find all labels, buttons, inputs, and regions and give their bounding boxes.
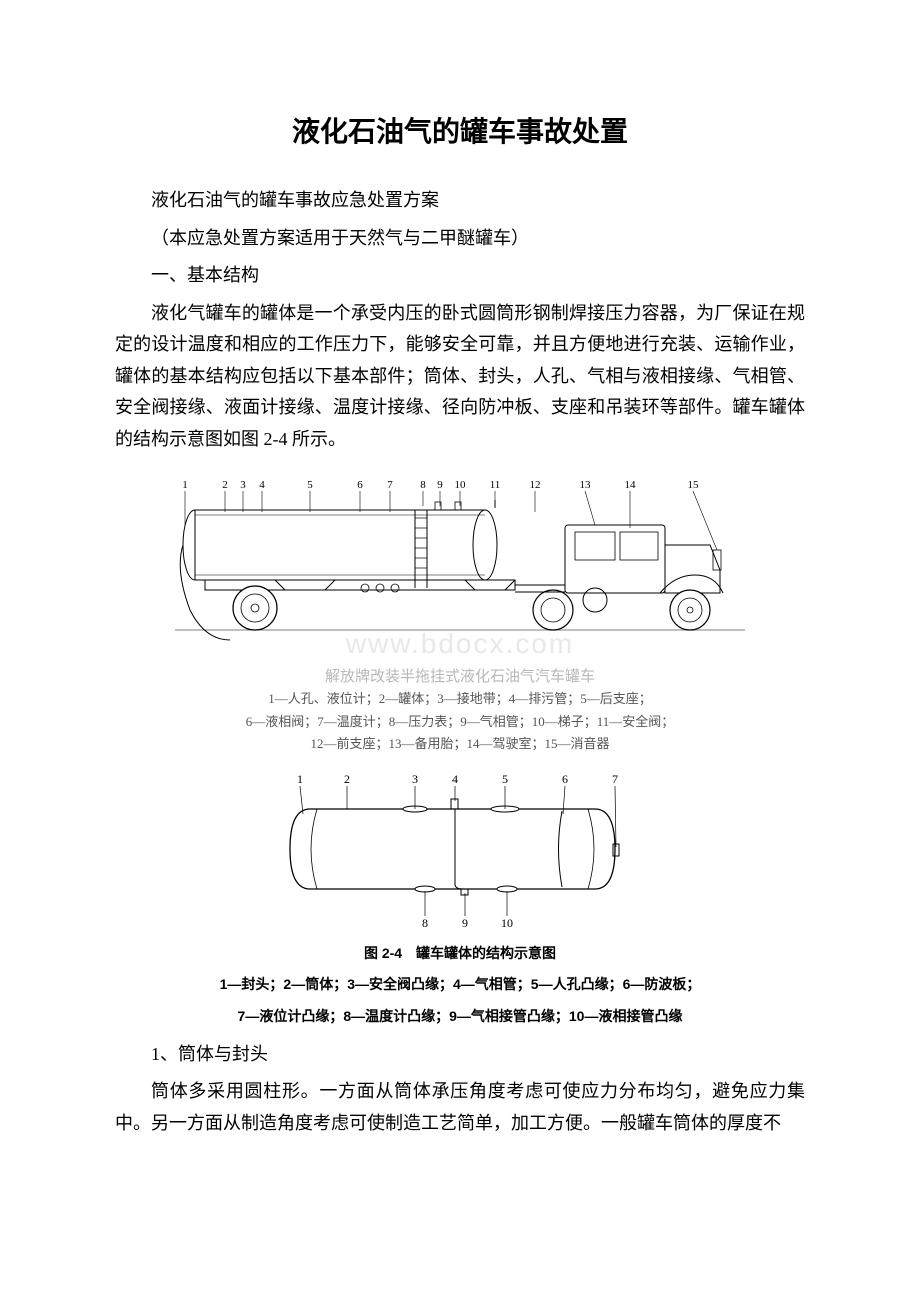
svg-text:3: 3 bbox=[412, 772, 418, 786]
svg-text:12: 12 bbox=[530, 479, 541, 491]
svg-text:5: 5 bbox=[307, 479, 313, 491]
svg-text:5: 5 bbox=[502, 772, 508, 786]
document-title: 液化石油气的罐车事故处置 bbox=[115, 110, 805, 150]
svg-text:4: 4 bbox=[259, 479, 265, 491]
section-heading-2: 1、筒体与封头 bbox=[115, 1039, 805, 1071]
paragraph-2: （本应急处置方案适用于天然气与二甲醚罐车） bbox=[115, 223, 805, 255]
svg-text:4: 4 bbox=[452, 772, 458, 786]
svg-text:6: 6 bbox=[357, 479, 363, 491]
paragraph-6: 筒体多采用圆柱形。一方面从筒体承压角度考虑可使应力分布均匀，避免应力集中。另一方… bbox=[115, 1076, 805, 1139]
figure-2-caption-line2: 7—液位计凸缘；8—温度计凸缘；9—气相接管凸缘；10—液相接管凸缘 bbox=[238, 1005, 683, 1029]
svg-text:14: 14 bbox=[625, 479, 637, 491]
figure-1-caption-line1: 1—人孔、液位计；2—罐体；3—接地带；4—排污管；5—后支座； bbox=[268, 689, 652, 709]
svg-text:6: 6 bbox=[562, 772, 568, 786]
figure-1-truck-diagram: 123456789101112131415 bbox=[165, 470, 755, 650]
figure-1-container: 123456789101112131415 www.bdocx.com 解放牌改… bbox=[115, 470, 805, 754]
svg-text:2: 2 bbox=[344, 772, 350, 786]
section-heading-1: 一、基本结构 bbox=[115, 260, 805, 292]
svg-text:7: 7 bbox=[612, 772, 618, 786]
svg-text:1: 1 bbox=[297, 772, 303, 786]
figure-1-caption-line3: 12—前支座；13—备用胎；14—驾驶室；15—消音器 bbox=[310, 734, 609, 754]
paragraph-1: 液化石油气的罐车事故应急处置方案 bbox=[115, 185, 805, 217]
figure-1-caption-main: 解放牌改装半拖挂式液化石油气汽车罐车 bbox=[325, 665, 595, 686]
svg-text:9: 9 bbox=[437, 479, 443, 491]
figure-2-caption-title: 图 2-4 罐车罐体的结构示意图 bbox=[364, 942, 556, 966]
svg-text:10: 10 bbox=[501, 916, 513, 930]
figure-1-caption-line2: 6—液相阀；7—温度计；8—压力表；9—气相管；10—梯子；11—安全阀； bbox=[246, 712, 675, 732]
svg-text:2: 2 bbox=[222, 479, 228, 491]
svg-text:13: 13 bbox=[580, 479, 592, 491]
svg-text:1: 1 bbox=[182, 479, 188, 491]
paragraph-4: 液化气罐车的罐体是一个承受内压的卧式圆筒形钢制焊接压力容器，为厂保证在规定的设计… bbox=[115, 298, 805, 456]
figure-2-tank-diagram: 1 2 3 4 5 6 7 8 9 10 bbox=[275, 769, 645, 934]
figure-2-container: 1 2 3 4 5 6 7 8 9 10 图 2-4 罐车罐体的结构示意图 1—封头；2—筒体；… bbox=[115, 769, 805, 1029]
svg-text:8: 8 bbox=[422, 916, 428, 930]
svg-text:9: 9 bbox=[462, 916, 468, 930]
watermark-text: www.bdocx.com bbox=[346, 628, 574, 660]
svg-text:3: 3 bbox=[240, 479, 246, 491]
svg-text:10: 10 bbox=[455, 479, 467, 491]
figure-2-caption-line1: 1—封头；2—筒体；3—安全阀凸缘；4—气相管；5—人孔凸缘；6—防波板； bbox=[220, 973, 701, 997]
svg-text:11: 11 bbox=[490, 479, 501, 491]
svg-text:8: 8 bbox=[420, 479, 426, 491]
svg-text:15: 15 bbox=[688, 479, 700, 491]
svg-text:7: 7 bbox=[387, 479, 393, 491]
